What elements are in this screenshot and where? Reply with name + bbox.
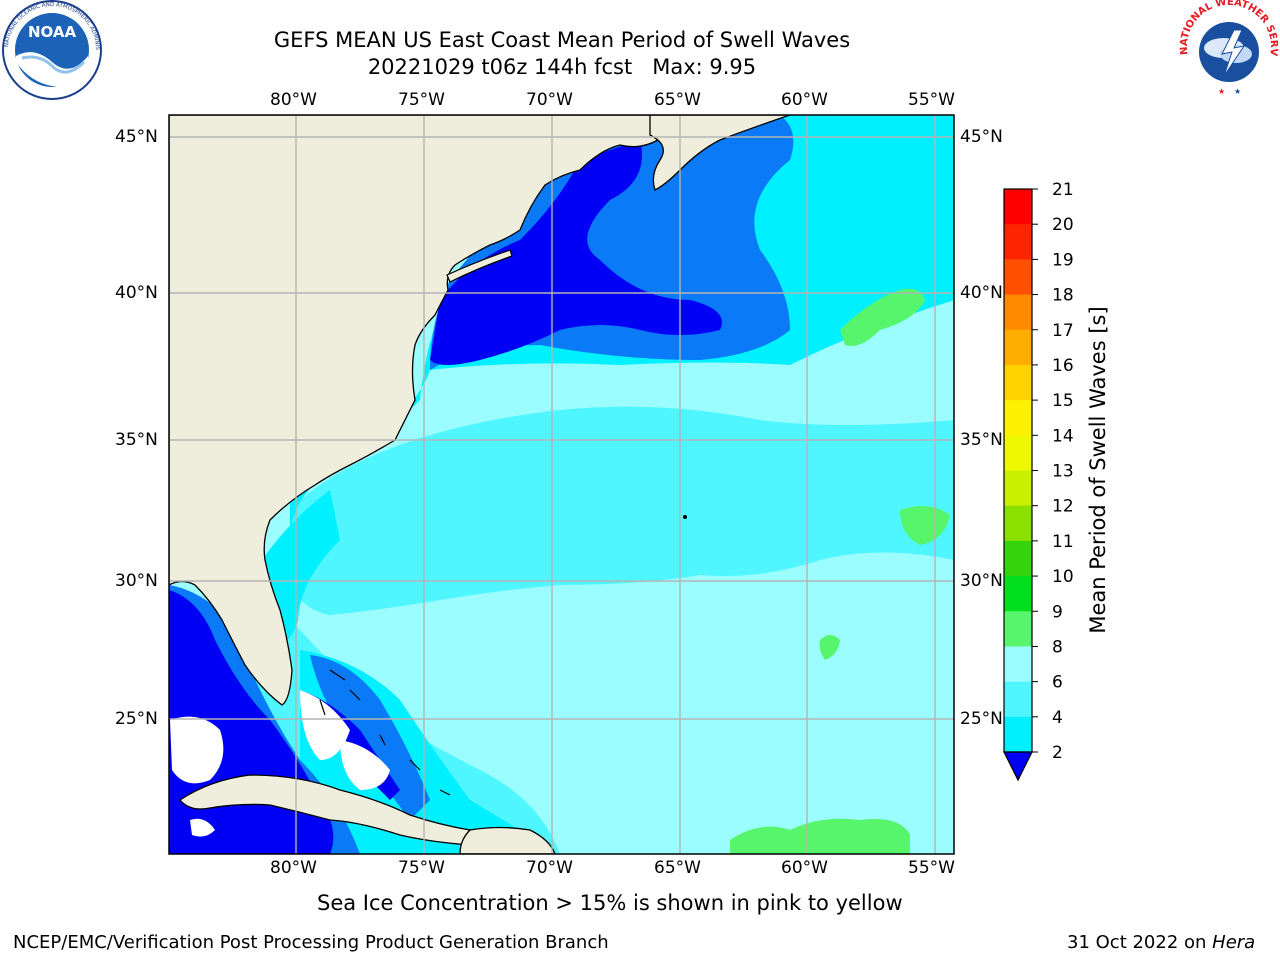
land-bermuda [683, 515, 687, 519]
chart-title: GEFS MEAN US East Coast Mean Period of S… [273, 28, 851, 52]
lat-tick-right: 40°N [960, 283, 1003, 303]
colorbar-tick-label: 21 [1052, 180, 1074, 200]
colorbar-segment [1004, 646, 1032, 683]
lat-tick-left: 30°N [115, 571, 158, 591]
lat-tick-left: 45°N [115, 127, 158, 147]
lon-tick-top: 60°W [781, 90, 828, 110]
colorbar-segment [1004, 576, 1032, 612]
nws-logo: NATIONAL WEATHER SERVICE ★ ★ [1174, 0, 1280, 102]
swell-band-9-10-b [900, 506, 950, 545]
colorbar-tick-label: 17 [1052, 321, 1074, 341]
lon-tick-bottom: 55°W [908, 858, 955, 878]
colorbar-tick-label: 8 [1052, 637, 1063, 657]
lat-tick-right: 45°N [960, 127, 1003, 147]
lat-tick-right: 35°N [960, 430, 1003, 450]
lon-tick-bottom: 70°W [526, 858, 573, 878]
colorbar-segment [1004, 716, 1032, 753]
swell-band-9-10-a [840, 288, 925, 346]
lat-tick-left: 40°N [115, 283, 158, 303]
lat-tick-left: 35°N [115, 430, 158, 450]
gridlines [169, 115, 954, 854]
chart-subtitle: 20221029 t06z 144h fcst Max: 9.95 [367, 55, 757, 79]
svg-text:★: ★ [1234, 87, 1241, 96]
svg-text:★: ★ [1218, 87, 1225, 96]
swell-band-below-2-north [430, 140, 722, 365]
land-hispaniola [459, 826, 556, 854]
date-text: 31 Oct 2022 on [1067, 932, 1213, 953]
swell-band-4-6-coast [262, 490, 340, 643]
colorbar-tick-label: 16 [1052, 356, 1074, 376]
swell-band-2-4-bahamas [310, 655, 430, 820]
swell-band-9-10-d [730, 818, 910, 854]
colorbar-tick-label: 4 [1052, 708, 1063, 728]
map-frame [168, 114, 955, 855]
colorbar-tick-label: 10 [1052, 567, 1074, 587]
land-bahamas [319, 669, 451, 796]
colorbar-tick-label: 6 [1052, 673, 1063, 693]
lon-tick-top: 65°W [654, 90, 701, 110]
lon-tick-bottom: 80°W [270, 858, 317, 878]
host-text: Hera [1212, 932, 1256, 953]
swell-band-9-10-c [819, 635, 840, 660]
swell-band-6-8 [290, 406, 954, 615]
colorbar-tick-label: 14 [1052, 426, 1074, 446]
colorbar-tick-label: 19 [1052, 250, 1074, 270]
no-data-patch-3 [340, 740, 390, 790]
no-data-patch-1 [170, 716, 224, 784]
lat-tick-left: 25°N [115, 709, 158, 729]
colorbar-segment [1004, 540, 1032, 577]
no-data-patch-2 [300, 690, 350, 760]
lon-tick-top: 80°W [270, 90, 317, 110]
no-data-patch-4 [190, 818, 215, 837]
lon-tick-top: 75°W [398, 90, 445, 110]
colorbar [1003, 188, 1033, 782]
colorbar-tick-label: 20 [1052, 215, 1074, 235]
colorbar-segment [1004, 364, 1032, 401]
colorbar-tick-label: 18 [1052, 286, 1074, 306]
colorbar-ticks: 2 4 6 8 9 10 11 12 13 14 15 16 17 18 19 20 21 [1032, 180, 1074, 763]
colorbar-segment [1004, 470, 1032, 507]
date-stamp: 31 Oct 2022 on Hera [1067, 932, 1255, 953]
land-nova-scotia [649, 115, 791, 191]
land-long-island [446, 249, 513, 283]
lon-tick-top: 55°W [908, 90, 955, 110]
map-plot-area [169, 115, 954, 854]
colorbar-segment [1004, 224, 1032, 260]
swell-band-4-6-east [770, 115, 954, 310]
lon-tick-bottom: 75°W [398, 858, 445, 878]
lon-tick-bottom: 65°W [654, 858, 701, 878]
colorbar-segment [1004, 329, 1032, 366]
colorbar-tick-label: 2 [1052, 743, 1063, 763]
colorbar-segment [1004, 294, 1032, 331]
colorbar-segment [1004, 259, 1032, 296]
sea-ice-note: Sea Ice Concentration > 15% is shown in … [317, 891, 903, 915]
lat-tick-right: 30°N [960, 571, 1003, 591]
colorbar-tick-label: 12 [1052, 497, 1074, 517]
colorbar-segment [1004, 189, 1032, 225]
colorbar-extend-arrow [1003, 751, 1033, 782]
colorbar-segment [1004, 505, 1032, 542]
colorbar-tick-label: 11 [1052, 532, 1074, 552]
credit-text: NCEP/EMC/Verification Post Processing Pr… [13, 932, 609, 953]
noaa-logo: NOAA NATIONAL OCEANIC AND ATMOSPHERIC AD… [0, 0, 104, 104]
colorbar-tick-label: 9 [1052, 602, 1063, 622]
colorbar-segment [1004, 400, 1032, 436]
colorbar-segment [1004, 611, 1032, 647]
colorbar-segment [1004, 681, 1032, 718]
colorbar-segment [1004, 435, 1032, 471]
colorbar-tick-label: 15 [1052, 391, 1074, 411]
colorbar-label: Mean Period of Swell Waves [s] [1086, 306, 1110, 634]
lon-tick-top: 70°W [526, 90, 573, 110]
colorbar-tick-label: 13 [1052, 462, 1074, 482]
lat-tick-right: 25°N [960, 709, 1003, 729]
lon-tick-bottom: 60°W [781, 858, 828, 878]
noaa-logo-text: NOAA [28, 23, 77, 41]
